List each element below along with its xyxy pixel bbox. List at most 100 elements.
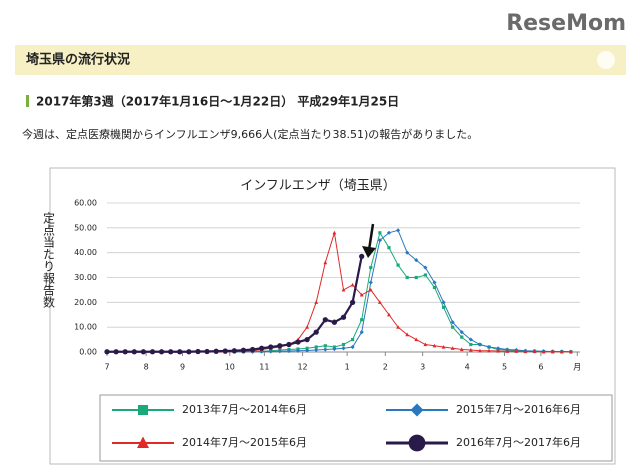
legend-label: 2013年7月～2014年6月 [182,402,307,416]
x-tick-label: 8 [144,363,149,372]
marker [432,285,437,290]
marker [359,253,365,260]
marker [378,231,382,235]
x-tick-label: 9 [180,363,185,372]
marker [295,339,301,345]
header-bar [15,45,626,75]
marker [423,342,428,347]
x-tick-label: 3 [420,363,425,372]
x-tick-label: 6 [538,363,543,372]
marker [423,265,428,270]
marker [523,349,528,354]
y-axis-label: 定点当たり報告数 [42,211,56,309]
x-tick-label: 月 [573,363,581,372]
marker [168,349,174,355]
heading-marker [26,95,29,107]
marker [359,330,364,335]
heading: 2017年第3週（2017年1月16日～1月22日） 平成29年1月25日 [36,94,399,109]
legend-label: 2014年7月～2015年6月 [182,435,307,449]
y-tick-label: 50.00 [74,223,97,232]
marker [268,349,273,354]
marker [468,347,473,352]
x-tick-label: 1 [345,363,350,372]
marker [349,299,356,305]
marker [104,349,110,355]
marker [158,349,165,355]
annotation-arrow [367,223,375,251]
marker [314,345,318,349]
marker [410,403,424,417]
marker [258,345,265,351]
marker [408,434,426,452]
marker [131,349,137,355]
marker [313,329,319,335]
x-tick-label: 2 [383,363,388,372]
marker [323,260,328,265]
marker [149,349,156,355]
marker [405,275,409,280]
marker [314,347,319,353]
marker [331,319,338,325]
marker [487,348,491,353]
marker [195,348,201,355]
marker [486,344,492,350]
marker [496,348,501,353]
marker [304,336,310,343]
x-tick-label: 7 [104,363,109,372]
marker [295,348,301,353]
y-tick-label: 60.00 [74,199,97,208]
marker [138,405,148,415]
marker [369,265,373,270]
marker [277,343,283,349]
marker [396,263,400,267]
marker [477,342,483,347]
marker [305,325,310,329]
marker [213,348,219,354]
marker [450,320,455,325]
marker [396,325,400,329]
marker [432,343,437,348]
paragraph: 今週は、定点医療機関からインフルエンザ9,666人(定点当たり38.51)の報告… [22,127,478,141]
marker [350,282,355,287]
legend-label: 2016年7月～2017年6月 [456,435,581,449]
marker [441,305,446,309]
marker [387,312,391,317]
marker [277,349,282,354]
marker [222,348,228,354]
marker [468,337,473,342]
marker [332,346,337,352]
marker [414,337,419,342]
legend-label: 2015年7月～2016年6月 [456,402,581,416]
marker [204,348,210,355]
marker [459,347,464,352]
marker [459,330,464,335]
marker [441,300,446,305]
y-tick-label: 20.00 [74,298,97,307]
marker [340,314,347,320]
marker [323,347,328,352]
leaf-icon [597,51,615,69]
marker [341,346,346,351]
marker [496,346,501,351]
marker [432,280,437,285]
marker [286,348,292,354]
marker [360,318,364,322]
marker [322,317,328,323]
logo: ReseMom [506,11,626,36]
marker [368,280,373,285]
marker [305,346,309,350]
marker [286,341,292,348]
marker [377,300,382,304]
annotation-arrowhead [362,246,376,258]
marker [137,436,149,448]
marker [469,342,473,347]
marker [186,349,192,355]
marker [240,347,247,353]
marker [405,332,410,337]
marker [478,348,482,353]
x-tick-label: 12 [297,363,307,372]
x-tick-label: 4 [465,363,470,372]
marker [368,287,373,292]
marker [350,337,355,342]
